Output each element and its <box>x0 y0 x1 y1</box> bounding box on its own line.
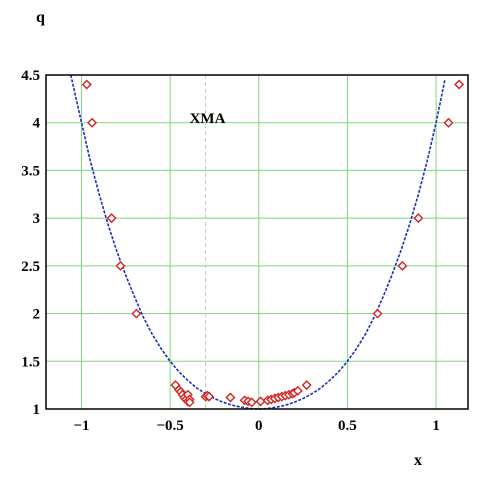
y-tick-label: 2.5 <box>21 259 40 275</box>
x-tick-label: −0.5 <box>156 418 183 434</box>
data-point <box>372 308 383 319</box>
x-tick-labels: −1 −0.5 0 0.5 1 <box>73 418 439 434</box>
data-point <box>443 117 454 128</box>
data-point <box>115 260 126 271</box>
y-tick-label: 1 <box>33 402 41 418</box>
y-tick-label: 4 <box>33 116 41 132</box>
y-tick-label: 2 <box>33 307 41 323</box>
x-axis-label: x <box>414 452 422 469</box>
data-point <box>255 396 266 407</box>
data-point <box>87 117 98 128</box>
data-point <box>397 260 408 271</box>
data-point <box>184 397 195 408</box>
data-point <box>225 392 236 403</box>
fit-curve-group <box>70 74 446 410</box>
x-tick-label: 0 <box>255 418 263 434</box>
data-point <box>106 213 117 224</box>
annotation-label: XMA <box>190 111 226 127</box>
data-point <box>301 380 312 391</box>
y-tick-label: 3.5 <box>21 163 40 179</box>
y-tick-label: 4.5 <box>21 68 40 84</box>
data-point <box>413 213 424 224</box>
data-point <box>204 391 215 402</box>
data-point <box>81 79 92 90</box>
x-tick-label: 0.5 <box>338 418 357 434</box>
x-tick-label: −1 <box>73 418 89 434</box>
plot-frame <box>45 74 469 410</box>
data-point <box>246 397 257 408</box>
marker-group <box>81 79 465 408</box>
fit-curve <box>70 74 446 410</box>
y-tick-label: 1.5 <box>21 354 40 370</box>
y-tick-label: 3 <box>33 211 41 227</box>
data-point <box>454 79 465 90</box>
grid-lines <box>46 74 468 410</box>
x-tick-label: 1 <box>432 418 440 434</box>
y-tick-labels: 1 1.5 2 2.5 3 3.5 4 4.5 <box>21 68 40 418</box>
y-axis-label: q <box>36 9 45 26</box>
data-point <box>292 385 303 396</box>
data-point <box>131 308 142 319</box>
